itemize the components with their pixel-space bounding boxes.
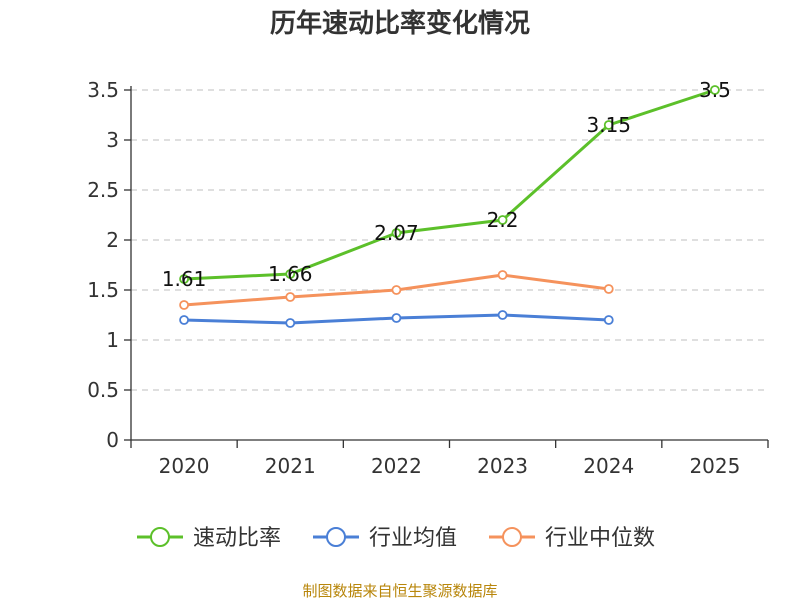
series-0-point [497,215,508,225]
axes: 0 0.5 1 1.5 2 2.5 3 3.5 2020 2021 2022 2023 2024 2025 [87,78,769,478]
legend-label: 行业均值 [369,526,457,551]
series-line-0 [184,88,716,281]
y-tick-label: 1.5 [87,278,119,302]
legend-label: 行业中位数 [545,526,655,551]
legend-item[interactable]: 行业均值 [313,526,457,551]
y-tick-label: 2.5 [87,178,119,202]
data-label: 1.61 [162,267,207,291]
data-label: 2.2 [487,208,519,232]
legend-label: 速动比率 [193,526,281,551]
x-tick-label: 2020 [159,454,210,478]
legend-swatch-marker [502,527,522,547]
x-tick-label: 2022 [371,454,422,478]
x-tick-label: 2024 [583,454,634,478]
y-tick-label: 2 [106,228,119,252]
series-2-point [497,270,508,280]
y-tick-label: 3.5 [87,78,119,102]
legend[interactable]: 速动比率 行业均值 行业中位数 [137,526,655,551]
data-label: 1.66 [268,262,313,286]
series-0-point [603,120,614,130]
series-2-point [603,284,614,294]
series-1-point [497,310,508,320]
legend-item[interactable]: 行业中位数 [489,526,655,551]
series-2-point [179,300,189,310]
legend-swatch-marker [326,527,346,547]
series-0-point [391,228,402,238]
source-note: 制图数据来自恒生聚源数据库 [302,582,497,600]
y-tick-label: 3 [106,128,119,152]
series-layer [179,85,720,328]
x-tick-label: 2023 [477,454,528,478]
y-tick-label: 1 [106,328,119,352]
series-0-point [285,269,296,279]
series-2-point [285,292,296,302]
legend-item[interactable]: 速动比率 [137,526,281,551]
series-0-point [710,85,720,95]
series-1-point [179,315,189,325]
chart-title: 历年速动比率变化情况 [270,8,530,39]
series-0-point [179,274,189,284]
data-label: 3.5 [699,78,731,102]
series-2-point [391,285,402,295]
y-tick-label: 0 [106,428,119,452]
legend-swatch-marker [150,527,170,547]
data-label: 3.15 [586,113,631,137]
data-label: 2.07 [374,221,419,245]
series-1-point [285,318,296,328]
x-tick-label: 2025 [689,454,740,478]
grid-lines [131,89,768,391]
data-labels: 1.61 1.66 2.07 2.2 3.15 3.5 [162,78,731,291]
series-1-point [391,313,402,323]
series-1-point [603,315,614,325]
y-tick-label: 0.5 [87,378,119,402]
x-tick-label: 2021 [265,454,316,478]
